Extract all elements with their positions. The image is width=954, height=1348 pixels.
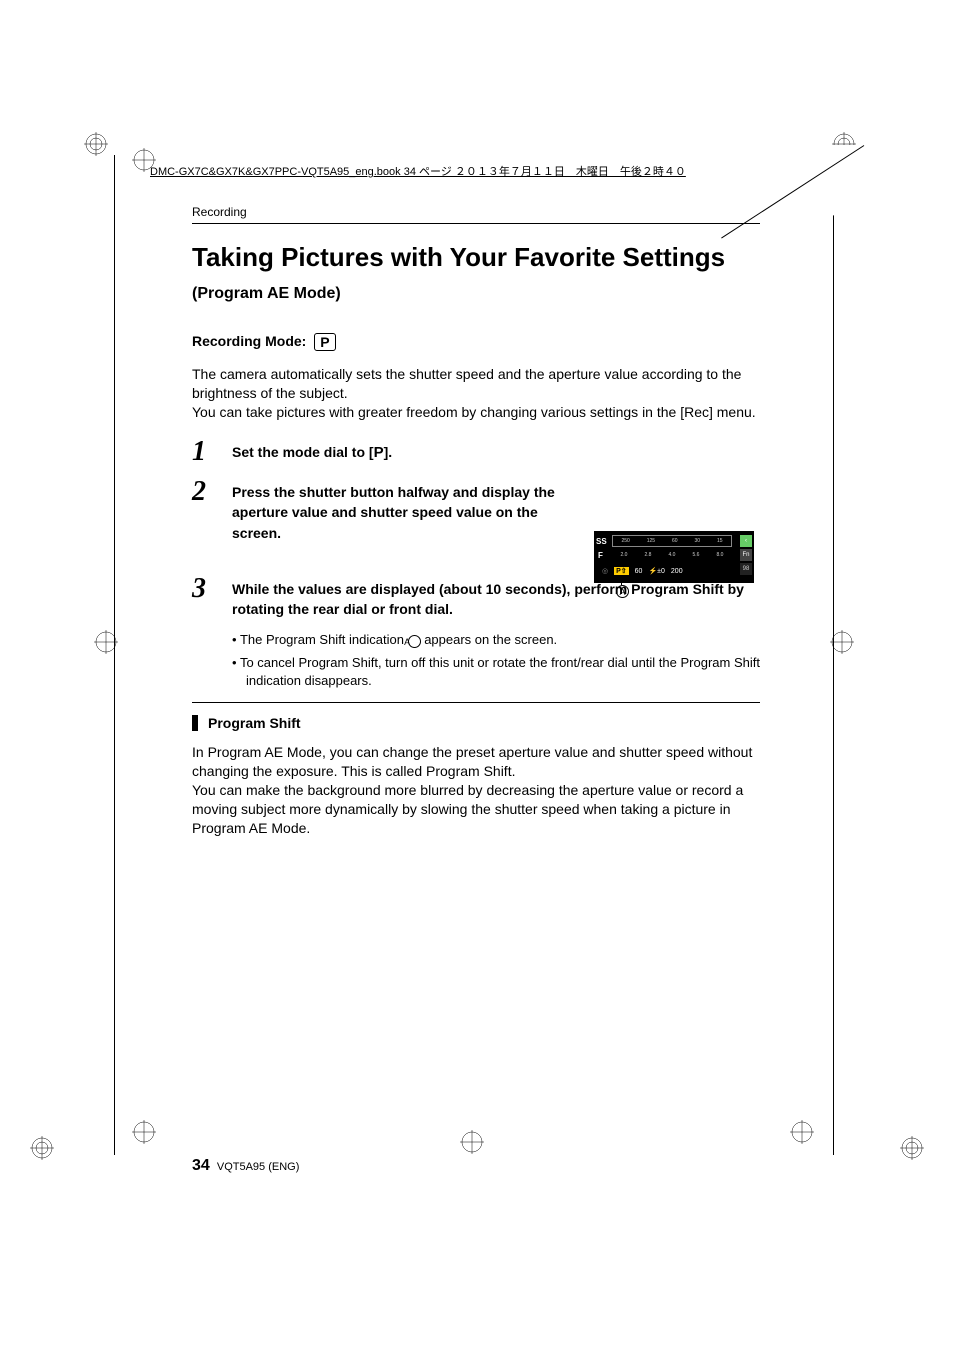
f-val: 4.0 [669,552,676,558]
step-1-text-post: ]. [384,444,393,460]
green-indicator: ‹ [740,535,752,547]
bullet-2: • To cancel Program Shift, turn off this… [232,654,760,690]
iso-value: 200 [671,568,683,575]
crop-mark-br-1 [900,1136,924,1160]
ss-val: 15 [717,538,723,544]
camera-display: SS F 250 125 60 30 15 2.0 2.8 4.0 5.6 8.… [594,531,754,583]
step-number: 2 [192,478,232,506]
callout-letter: A [616,585,629,598]
page-footer: 34 VQT5A95 (ENG) [192,1157,299,1175]
f-val: 5.6 [693,552,700,558]
ev-value: ⚡±0 [648,567,664,575]
program-shift-indicator: P⇧ [614,567,629,575]
ss-val: 125 [647,538,655,544]
f-val: 8.0 [717,552,724,558]
page-subtitle: (Program AE Mode) [192,285,854,303]
recording-mode-label: Recording Mode: [192,333,306,349]
page-number: 34 [192,1157,210,1174]
callout-line [621,575,622,585]
f-scale: 2.0 2.8 4.0 5.6 8.0 [612,549,732,561]
ss-scale: 250 125 60 30 15 [612,535,732,547]
recording-mode-row: Recording Mode: P [192,333,854,351]
f-val: 2.8 [645,552,652,558]
bullet-1: • The Program Shift indication A appears… [232,631,760,649]
section-divider [192,702,760,703]
intro-line-1: The camera automatically sets the shutte… [192,366,741,401]
bullet-1-post: appears on the screen. [421,632,558,647]
ss-val: 60 [672,538,678,544]
f-label: F [598,551,603,560]
doc-id: VQT5A95 (ENG) [217,1161,300,1173]
shutter-value: 60 [635,568,643,575]
fn-indicator: Fn [740,549,752,561]
ss-label: SS [596,537,607,546]
callout-a-inline: A [408,635,421,648]
subsection-para-2: You can make the background more blurred… [192,782,743,836]
crop-mark-bl-1 [30,1136,54,1160]
right-indicators: ‹ Fn 98 [740,535,752,575]
subsection-body: In Program AE Mode, you can change the p… [192,743,760,837]
step-content: Set the mode dial to [P]. [232,438,760,464]
camera-display-figure: SS F 250 125 60 30 15 2.0 2.8 4.0 5.6 8.… [594,531,760,607]
display-bottom-row: ◎ P⇧ 60 ⚡±0 200 [602,567,683,575]
document-header: DMC-GX7C&GX7K&GX7PPC-VQT5A95_eng.book 34… [150,163,850,179]
intro-paragraph: The camera automatically sets the shutte… [192,365,760,422]
callout-a: A [616,585,629,598]
count-indicator: 98 [740,563,752,575]
subsection-para-1: In Program AE Mode, you can change the p… [192,744,752,779]
section-underline [192,223,760,224]
page-frame: DMC-GX7C&GX7K&GX7PPC-VQT5A95_eng.book 34… [100,145,854,1195]
step-number: 1 [192,438,232,466]
mode-box-p: P [314,333,335,351]
step-1-text-pre: Set the mode dial to [ [232,444,374,460]
step-2-text: Press the shutter button halfway and dis… [232,482,590,543]
page-title: Taking Pictures with Your Favorite Setti… [192,242,854,273]
f-val: 2.0 [621,552,628,558]
ss-val: 250 [621,538,629,544]
content-area: Recording Taking Pictures with Your Favo… [100,205,854,853]
bullet-2-text: To cancel Program Shift, turn off this u… [240,655,760,688]
bullet-1-pre: The Program Shift indication [240,632,408,647]
ss-val: 30 [694,538,700,544]
subsection-header: Program Shift [192,715,854,731]
intro-line-2: You can take pictures with greater freed… [192,404,756,420]
p-mode-icon: P [374,442,384,464]
step-number: 3 [192,575,232,603]
step-1: 1 Set the mode dial to [P]. [192,438,760,466]
